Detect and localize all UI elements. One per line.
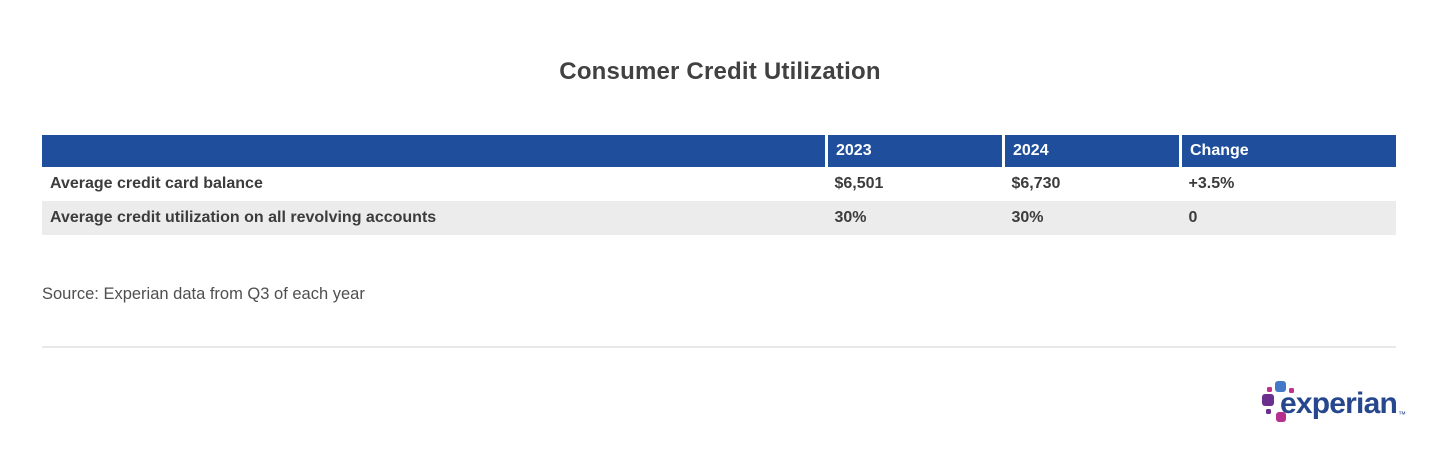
experian-wordmark: experian™ xyxy=(1280,387,1406,428)
header-cell-blank xyxy=(42,135,827,167)
row-value-2024: $6,730 xyxy=(1011,175,1061,192)
logo-purple-dot-icon xyxy=(1266,409,1271,414)
table-row: Average credit card balance $6,501 $6,73… xyxy=(42,167,1396,201)
row-value-2024: 30% xyxy=(1011,209,1044,226)
trademark-symbol: ™ xyxy=(1398,410,1406,419)
credit-utilization-table: 2023 2024 Change Average credit card bal… xyxy=(42,135,1396,235)
row-value-change: +3.5% xyxy=(1188,175,1235,192)
row-label: Average credit card balance xyxy=(50,175,263,192)
row-label: Average credit utilization on all revolv… xyxy=(50,209,437,226)
header-cell-2024: 2024 xyxy=(1002,135,1181,167)
table-row: Average credit utilization on all revolv… xyxy=(42,201,1396,235)
source-note: Source: Experian data from Q3 of each ye… xyxy=(42,285,365,303)
table-body: Average credit card balance $6,501 $6,73… xyxy=(42,167,1396,235)
credit-utilization-table-container: 2023 2024 Change Average credit card bal… xyxy=(42,135,1396,235)
divider-line xyxy=(42,346,1396,348)
experian-wordmark-text: experian xyxy=(1280,387,1398,420)
table-header-row: 2023 2024 Change xyxy=(42,135,1396,167)
table-header: 2023 2024 Change xyxy=(42,135,1396,167)
row-value-2023: 30% xyxy=(834,209,867,226)
row-value-change: 0 xyxy=(1188,209,1198,226)
logo-magenta-dot-icon xyxy=(1267,387,1272,392)
header-cell-2023: 2023 xyxy=(825,135,1004,167)
header-cell-change: Change xyxy=(1179,135,1396,167)
logo-blue-square-icon xyxy=(1275,381,1286,392)
row-value-2023: $6,501 xyxy=(834,175,884,192)
logo-purple-square-icon xyxy=(1262,394,1274,406)
experian-logo: experian™ xyxy=(1260,379,1406,431)
page-title: Consumer Credit Utilization xyxy=(559,58,881,85)
logo-magenta-dot-icon xyxy=(1289,388,1294,393)
logo-magenta-square-icon xyxy=(1276,412,1286,422)
